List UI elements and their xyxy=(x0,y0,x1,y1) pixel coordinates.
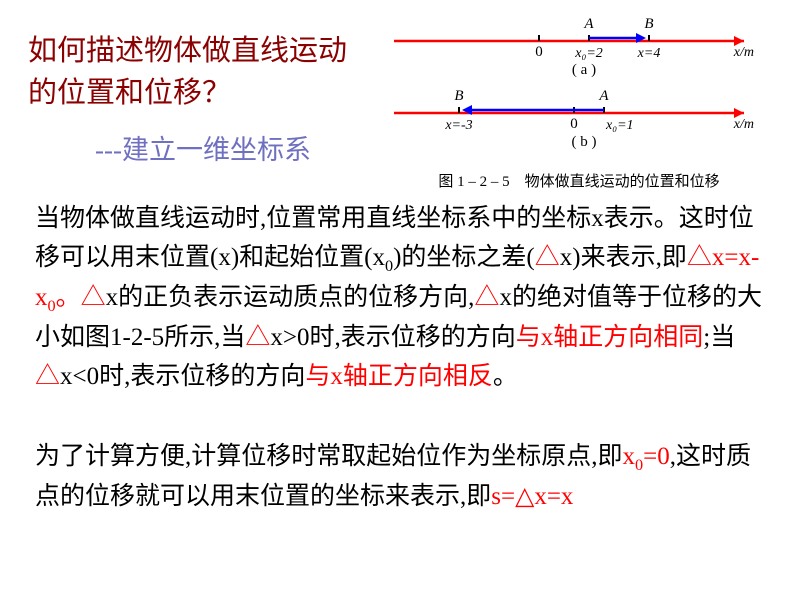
svg-text:0: 0 xyxy=(570,116,578,132)
svg-text:x₀=2: x₀=2 xyxy=(574,46,603,61)
p1-dx2: △ xyxy=(687,244,712,271)
p1-sub2: 0 xyxy=(48,297,56,315)
svg-text:x/m: x/m xyxy=(733,117,754,132)
p1-dx1: △ xyxy=(535,244,560,271)
svg-text:x₀=1: x₀=1 xyxy=(605,118,634,133)
p1-dx3: △ xyxy=(81,284,106,311)
svg-text:0: 0 xyxy=(535,44,543,60)
paragraph-2: 为了计算方便,计算位移时常取起始位作为坐标原点,即x0=0,这时质点的位移就可以… xyxy=(35,438,765,517)
p1-red1: 与x轴正方向相同 xyxy=(516,324,704,351)
svg-text:B: B xyxy=(454,88,463,104)
p1-red2: 与x轴正方向相反 xyxy=(305,363,493,390)
p1-dx6: △ xyxy=(35,363,60,390)
svg-text:x=-3: x=-3 xyxy=(444,118,472,133)
paragraph-1: 当物体做直线运动时,位置常用直线坐标系中的坐标x表示。这时位移可以用末位置(x)… xyxy=(35,200,765,397)
p1-t8: x<0时,表示位移的方向 xyxy=(60,363,305,390)
subtitle-dash: --- xyxy=(95,135,122,165)
p2-sub1: 0 xyxy=(635,456,643,474)
subtitle-text: 建立一维坐标系 xyxy=(122,135,311,165)
svg-text:( b ): ( b ) xyxy=(572,134,597,150)
p1-dx4: △ xyxy=(474,284,499,311)
p1-t6: x>0时,表示位移的方向 xyxy=(270,324,515,351)
svg-text:x=4: x=4 xyxy=(637,46,661,61)
p2-eq3: s=△x=x xyxy=(491,483,573,510)
p2-eq2: =0 xyxy=(643,443,670,470)
title-text: 如何描述物体做直线运动的位置和位移？ xyxy=(28,30,358,114)
svg-text:( a ): ( a ) xyxy=(572,62,596,78)
p2-t1: 为了计算方便,计算位移时常取起始位作为坐标原点,即 xyxy=(35,443,623,470)
diagram: 0 A x₀=2 B x=4 x/m ( a ) 0 A x₀=1 xyxy=(384,6,774,191)
p1-t9: 。 xyxy=(493,363,518,390)
p1-t2: )的坐标之差( xyxy=(393,244,535,271)
svg-text:A: A xyxy=(598,88,609,104)
svg-text:x/m: x/m xyxy=(733,45,754,60)
svg-text:A: A xyxy=(583,16,594,32)
main-title: 如何描述物体做直线运动的位置和位移？ xyxy=(28,30,358,114)
p1-t7: ;当 xyxy=(703,324,735,351)
svg-text:B: B xyxy=(644,16,653,32)
p1-t4: x的正负表示运动质点的位移方向, xyxy=(106,284,475,311)
p1-t3: x)来表示,即 xyxy=(560,244,687,271)
diagram-caption: 图 1 – 2 – 5 物体做直线运动的位置和位移 xyxy=(384,170,774,191)
p1-sub1: 0 xyxy=(385,257,393,275)
p2-eq1: x xyxy=(623,443,636,470)
subtitle: ---建立一维坐标系 xyxy=(95,128,311,167)
p1-dx5: △ xyxy=(245,324,270,351)
number-line-diagram: 0 A x₀=2 B x=4 x/m ( a ) 0 A x₀=1 xyxy=(384,6,774,166)
p1-period: 。 xyxy=(56,284,81,311)
